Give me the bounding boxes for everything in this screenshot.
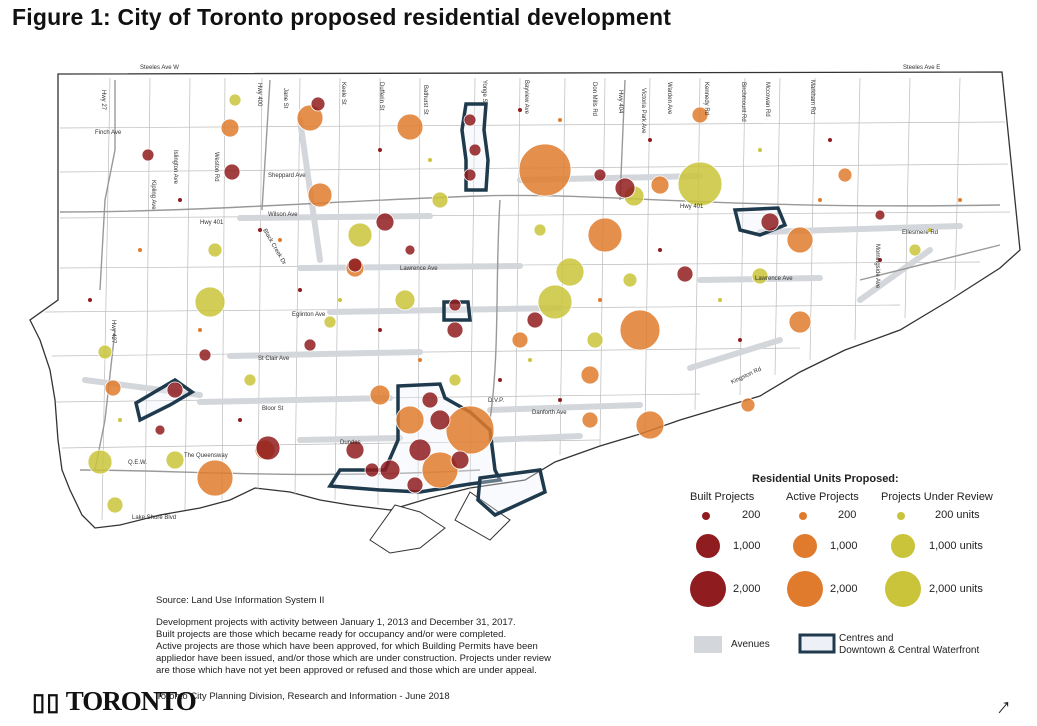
label-kipling: Kipling Ave [150, 180, 156, 210]
label-dufferin: Dufferin St [378, 82, 384, 111]
city-hall-icon: ▯▯ [32, 690, 61, 716]
label-hwy404: Hwy 404 [617, 90, 623, 114]
label-stclair: St Clair Ave [258, 356, 290, 362]
label-dundas: Dundas [340, 440, 361, 446]
legend-centres-label: Downtown & Central Waterfront [839, 645, 980, 656]
label-qew: Q.E.W. [128, 460, 147, 466]
legend-active-value: 2,000 [830, 583, 858, 595]
label-lawrence: Lawrence Ave [400, 266, 438, 272]
central-waterfront [476, 468, 548, 518]
legend-built-small [702, 512, 710, 520]
label-hwy427: Hwy 427 [110, 320, 116, 344]
leslie-spit [454, 491, 511, 541]
legend-avenues-label: Avenues [731, 639, 770, 650]
legend-active-value: 1,000 [830, 540, 858, 552]
legend-review-medium [891, 534, 915, 558]
label-steeles-e: Steeles Ave E [903, 65, 940, 71]
label-lakeshore: Lake Shore Blvd [132, 515, 176, 521]
label-danforth: Danforth Ave [532, 410, 567, 416]
note-line: Development projects with activity betwe… [156, 617, 516, 628]
page-title: Figure 1: City of Toronto proposed resid… [12, 4, 672, 30]
label-islington: Islington Ave [172, 150, 178, 185]
legend-built-large [690, 571, 726, 607]
note-line: are those which have not yet been approv… [156, 665, 537, 676]
legend-review-small [897, 512, 905, 520]
legend-review-label: Projects Under Review [881, 491, 993, 503]
highways [59, 79, 1001, 476]
legend-review-large [885, 571, 921, 607]
legend-active-large [787, 571, 823, 607]
legend-active-medium [793, 534, 817, 558]
dev-points [87, 93, 922, 514]
label-hwy401: Hwy 401 [200, 220, 224, 226]
legend-review-value: 200 units [935, 509, 980, 521]
label-markham: Markham Rd [809, 80, 815, 114]
label-ellesmere: Ellesmere Rd [902, 230, 938, 236]
legend-symbols [690, 512, 921, 654]
legend-avenues-swatch [694, 636, 722, 653]
label-lawrence-e: Lawrence Ave [755, 276, 793, 282]
label-hwy401-e: Hwy 401 [680, 204, 704, 210]
label-yonge: Yonge St [481, 80, 487, 104]
label-wilson: Wilson Ave [268, 212, 298, 218]
label-eglinton: Eglinton Ave [292, 312, 326, 318]
legend-built-label: Built Projects [690, 491, 755, 503]
label-sheppard: Sheppard Ave [268, 173, 306, 179]
label-steeles-w: Steeles Ave W [140, 65, 179, 71]
legend-centres-label: Centres and [839, 633, 894, 644]
label-hwy400: Hwy 400 [256, 83, 262, 107]
legend-active-value: 200 [838, 509, 857, 521]
toronto-islands [369, 504, 446, 554]
label-kennedy: Kennedy Rd [703, 82, 709, 115]
city-boundary [29, 71, 1021, 529]
label-mccowan: Mccowan Rd [764, 82, 770, 117]
label-morningside: Morningside Ave [874, 244, 880, 289]
legend-review-value: 2,000 units [929, 583, 983, 595]
label-queensway: The Queensway [184, 453, 228, 459]
label-jane: Jane St [282, 88, 288, 109]
logo-text: TORONTO [65, 686, 197, 716]
credit-note: Toronto City Planning Division, Research… [156, 691, 450, 702]
label-keele: Keele St [340, 82, 346, 105]
legend-built-value: 1,000 [733, 540, 761, 552]
label-donmills: Don Mills Rd [591, 82, 597, 116]
avenues [82, 117, 963, 443]
legend-review-value: 1,000 units [929, 540, 983, 552]
legend-title: Residential Units Proposed: [752, 473, 899, 485]
label-bayview: Bayview Ave [523, 80, 529, 115]
legend-built-medium [696, 534, 720, 558]
legend-built-value: 2,000 [733, 583, 761, 595]
source-note: Source: Land Use Information System II [156, 595, 325, 606]
label-weston: Weston Rd [213, 152, 219, 182]
label-victoriapark: Victoria Park Ave [640, 88, 646, 134]
legend-active-small [799, 512, 807, 520]
label-hwy27: Hwy 27 [100, 90, 106, 111]
note-line: Active projects are those which have bee… [156, 641, 538, 652]
label-birchmount: Birchmount Rd [740, 82, 746, 122]
label-finch: Finch Ave [95, 130, 122, 136]
legend-built-value: 200 [742, 509, 761, 521]
legend-centres-swatch [798, 633, 836, 654]
note-line: appliedor have been issued, and/or those… [156, 653, 552, 664]
toronto-logo: ▯▯ TORONTO [32, 686, 197, 717]
note-line: Built projects are those which became re… [156, 629, 507, 640]
label-bloor: Bloor St [262, 406, 284, 412]
legend-active-label: Active Projects [786, 491, 859, 503]
label-dvp: D.V.P. [488, 398, 504, 404]
label-warden: Warden Ave [666, 82, 672, 115]
label-bathurst: Bathurst St [422, 85, 428, 115]
small-dots [88, 108, 962, 422]
